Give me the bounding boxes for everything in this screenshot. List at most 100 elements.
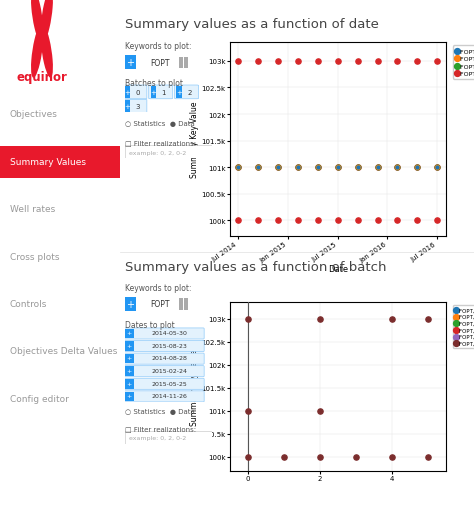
Bar <box>179 58 183 69</box>
Point <box>274 217 282 225</box>
Point <box>413 164 421 172</box>
Text: 2014-11-26: 2014-11-26 <box>151 393 187 399</box>
Point <box>274 164 282 172</box>
FancyBboxPatch shape <box>124 366 204 377</box>
Point <box>280 453 288 461</box>
Text: Keywords to plot:: Keywords to plot: <box>125 42 191 51</box>
FancyBboxPatch shape <box>124 353 204 364</box>
Point <box>294 58 301 66</box>
Ellipse shape <box>41 0 53 43</box>
Bar <box>125 379 134 389</box>
Point <box>424 315 431 323</box>
Point <box>274 164 282 172</box>
Text: 0: 0 <box>136 90 140 96</box>
Point <box>244 453 252 461</box>
Point <box>234 164 242 172</box>
Bar <box>125 87 130 99</box>
Point <box>274 164 282 172</box>
Point <box>424 453 431 461</box>
Text: +: + <box>127 330 132 335</box>
Text: Objectives Delta Values: Objectives Delta Values <box>9 347 117 356</box>
Point <box>234 217 242 225</box>
Point <box>334 164 341 172</box>
FancyBboxPatch shape <box>124 391 204 402</box>
Point <box>334 164 341 172</box>
Point <box>314 164 321 172</box>
Point <box>234 164 242 172</box>
Point <box>374 164 382 172</box>
Point <box>334 58 341 66</box>
Text: +: + <box>125 104 130 110</box>
Text: Objectives: Objectives <box>9 110 57 119</box>
Text: Summary Values: Summary Values <box>9 157 86 166</box>
Point <box>433 217 441 225</box>
Point <box>294 164 301 172</box>
FancyBboxPatch shape <box>124 379 204 389</box>
Y-axis label: Summary Key Value: Summary Key Value <box>190 349 199 425</box>
FancyBboxPatch shape <box>124 328 204 340</box>
FancyBboxPatch shape <box>123 86 147 100</box>
Text: 1: 1 <box>161 90 166 96</box>
Ellipse shape <box>31 0 43 43</box>
Text: 2014-05-30: 2014-05-30 <box>151 330 187 335</box>
Legend: FOPT, batch:0, FOPT, batch:1, FOPT, batch:2, FOPT, batch:3: FOPT, batch:0, FOPT, batch:1, FOPT, batc… <box>453 46 474 79</box>
Point <box>354 164 362 172</box>
Point <box>388 453 395 461</box>
Point <box>254 164 262 172</box>
Point <box>294 164 301 172</box>
Text: example: 0, 2, 0-2: example: 0, 2, 0-2 <box>129 151 186 156</box>
Text: ○ Statistics  ● Data: ○ Statistics ● Data <box>125 408 194 414</box>
Point <box>334 217 341 225</box>
Text: 3: 3 <box>136 104 140 110</box>
Text: +: + <box>127 299 135 309</box>
Text: 2015-05-25: 2015-05-25 <box>151 381 187 386</box>
Text: +: + <box>127 58 135 68</box>
Text: Dates to plot: Dates to plot <box>125 321 174 330</box>
Point <box>393 58 401 66</box>
Text: Summary values as a function of date: Summary values as a function of date <box>125 18 379 31</box>
Point <box>433 164 441 172</box>
Text: +: + <box>127 368 132 373</box>
Bar <box>176 87 182 99</box>
Text: equinor: equinor <box>17 71 67 84</box>
Point <box>314 164 321 172</box>
Text: 2014-08-28: 2014-08-28 <box>151 356 187 361</box>
Point <box>393 217 401 225</box>
X-axis label: Date: Date <box>328 265 348 274</box>
Point <box>354 164 362 172</box>
Point <box>393 164 401 172</box>
Bar <box>184 58 188 69</box>
Text: +: + <box>150 90 156 96</box>
Point <box>334 164 341 172</box>
Point <box>374 164 382 172</box>
Point <box>314 58 321 66</box>
Point <box>294 217 301 225</box>
Text: Batches to plot: Batches to plot <box>125 79 182 88</box>
Point <box>244 407 252 415</box>
Text: Controls: Controls <box>9 299 47 308</box>
Text: +: + <box>127 393 132 399</box>
Point <box>254 164 262 172</box>
Point <box>354 58 362 66</box>
Point <box>413 164 421 172</box>
FancyBboxPatch shape <box>149 86 173 100</box>
Bar <box>125 56 136 70</box>
Point <box>413 164 421 172</box>
Text: □ Filter realizations:: □ Filter realizations: <box>125 425 196 431</box>
Point <box>433 58 441 66</box>
Ellipse shape <box>41 26 53 78</box>
Point <box>254 58 262 66</box>
Text: example: 0, 2, 0-2: example: 0, 2, 0-2 <box>129 436 186 441</box>
Point <box>393 164 401 172</box>
Text: Summary values as a function of batch: Summary values as a function of batch <box>125 261 386 273</box>
Point <box>316 407 324 415</box>
Point <box>413 164 421 172</box>
Point <box>413 217 421 225</box>
Bar <box>125 342 134 351</box>
Text: FOPT: FOPT <box>150 300 170 309</box>
FancyBboxPatch shape <box>124 341 204 352</box>
Y-axis label: Summary Key Value: Summary Key Value <box>190 102 199 178</box>
Text: FOPT: FOPT <box>150 59 170 68</box>
Point <box>374 58 382 66</box>
Ellipse shape <box>31 26 43 78</box>
